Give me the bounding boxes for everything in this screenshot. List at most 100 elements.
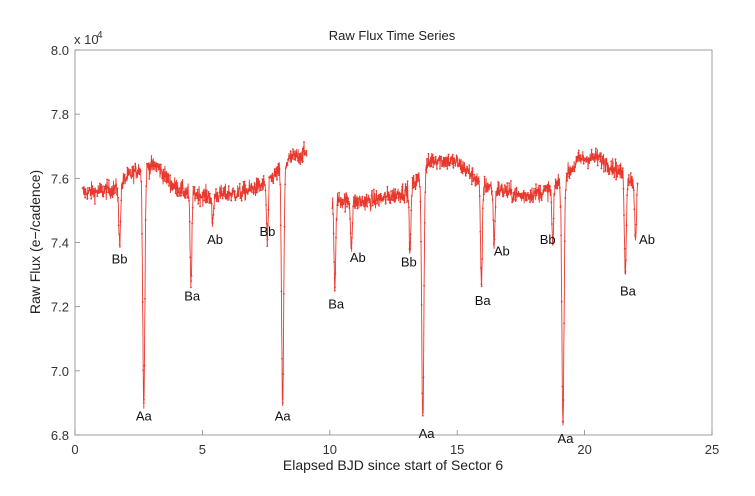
flux-point [147, 168, 150, 171]
flux-point [492, 219, 495, 221]
flux-point [436, 162, 439, 164]
flux-point [362, 200, 365, 202]
flux-point [201, 191, 204, 194]
flux-point [152, 164, 154, 167]
flux-point [473, 176, 476, 179]
y-tick-label: 7.0 [51, 364, 69, 379]
flux-point [222, 187, 225, 190]
flux-point [451, 163, 454, 165]
flux-point [139, 168, 142, 171]
flux-point [560, 300, 563, 303]
flux-point [363, 205, 365, 208]
flux-point [265, 222, 268, 225]
flux-point [343, 193, 346, 196]
flux-point [506, 182, 509, 185]
flux-point [384, 192, 386, 195]
flux-point [611, 172, 614, 175]
flux-point [623, 214, 625, 217]
flux-point [110, 194, 113, 197]
flux-point [443, 162, 446, 165]
flux-point [480, 285, 483, 288]
flux-point [423, 284, 425, 287]
flux-point [439, 167, 441, 170]
eclipse-label-ab: Ab [639, 232, 655, 247]
y-tick-label: 8.0 [51, 43, 69, 58]
flux-point [160, 169, 163, 172]
flux-point [427, 152, 430, 155]
flux-point [198, 193, 201, 196]
flux-point [346, 202, 349, 205]
flux-point [100, 183, 102, 186]
flux-point [262, 175, 265, 177]
flux-point [355, 201, 358, 203]
flux-point [610, 165, 613, 168]
flux-point [421, 392, 424, 395]
flux-point [532, 196, 535, 199]
flux-point [197, 199, 200, 202]
flux-point [199, 205, 202, 208]
flux-point [380, 195, 383, 197]
flux-point [356, 207, 359, 210]
flux-point [571, 170, 574, 173]
flux-point [593, 160, 596, 163]
flux-point [193, 186, 196, 188]
flux-point [144, 219, 147, 221]
flux-point [101, 185, 104, 188]
flux-point [522, 190, 525, 192]
flux-point [218, 195, 220, 198]
flux-point [599, 160, 602, 163]
flux-point [116, 193, 118, 196]
flux-point [249, 189, 252, 192]
flux-point [215, 194, 218, 197]
flux-point [513, 199, 515, 201]
flux-point [349, 217, 351, 220]
flux-point [94, 203, 96, 205]
y-tick-label: 7.6 [51, 171, 69, 186]
flux-point [119, 220, 122, 223]
flux-point [264, 189, 267, 192]
flux-point [536, 190, 539, 193]
flux-point [615, 178, 617, 181]
flux-point [103, 185, 105, 188]
flux-point [549, 189, 552, 192]
flux-point [333, 289, 336, 292]
flux-point [334, 286, 336, 289]
flux-point [246, 193, 249, 195]
flux-point [389, 202, 392, 205]
flux-point [406, 201, 408, 203]
flux-point [271, 179, 274, 182]
flux-point [155, 166, 157, 168]
eclipse-label-ba: Ba [475, 293, 492, 308]
flux-point [169, 187, 172, 190]
flux-point [224, 195, 227, 198]
flux-point [578, 157, 581, 160]
flux-point [298, 153, 301, 155]
flux-point [132, 165, 135, 168]
flux-point [334, 272, 337, 275]
flux-point [381, 197, 384, 200]
flux-point [282, 373, 285, 376]
flux-point [210, 203, 213, 205]
flux-point [613, 176, 616, 179]
flux-point [105, 185, 107, 188]
flux-point [142, 369, 145, 372]
flux-point [178, 187, 181, 190]
flux-point [576, 159, 579, 162]
flux-point [126, 166, 129, 169]
flux-point [579, 154, 582, 157]
flux-series-segment-1 [82, 141, 308, 409]
flux-point [465, 172, 468, 175]
flux-point [396, 191, 399, 193]
flux-point [464, 168, 466, 171]
flux-point [596, 154, 598, 157]
flux-point [407, 199, 410, 202]
flux-point [174, 186, 176, 189]
flux-point [445, 160, 448, 163]
flux-point [165, 171, 168, 173]
flux-point [480, 283, 483, 286]
flux-point [524, 193, 526, 196]
flux-point [467, 169, 470, 172]
flux-point [635, 223, 638, 226]
flux-point [428, 162, 431, 164]
flux-point [128, 172, 131, 174]
